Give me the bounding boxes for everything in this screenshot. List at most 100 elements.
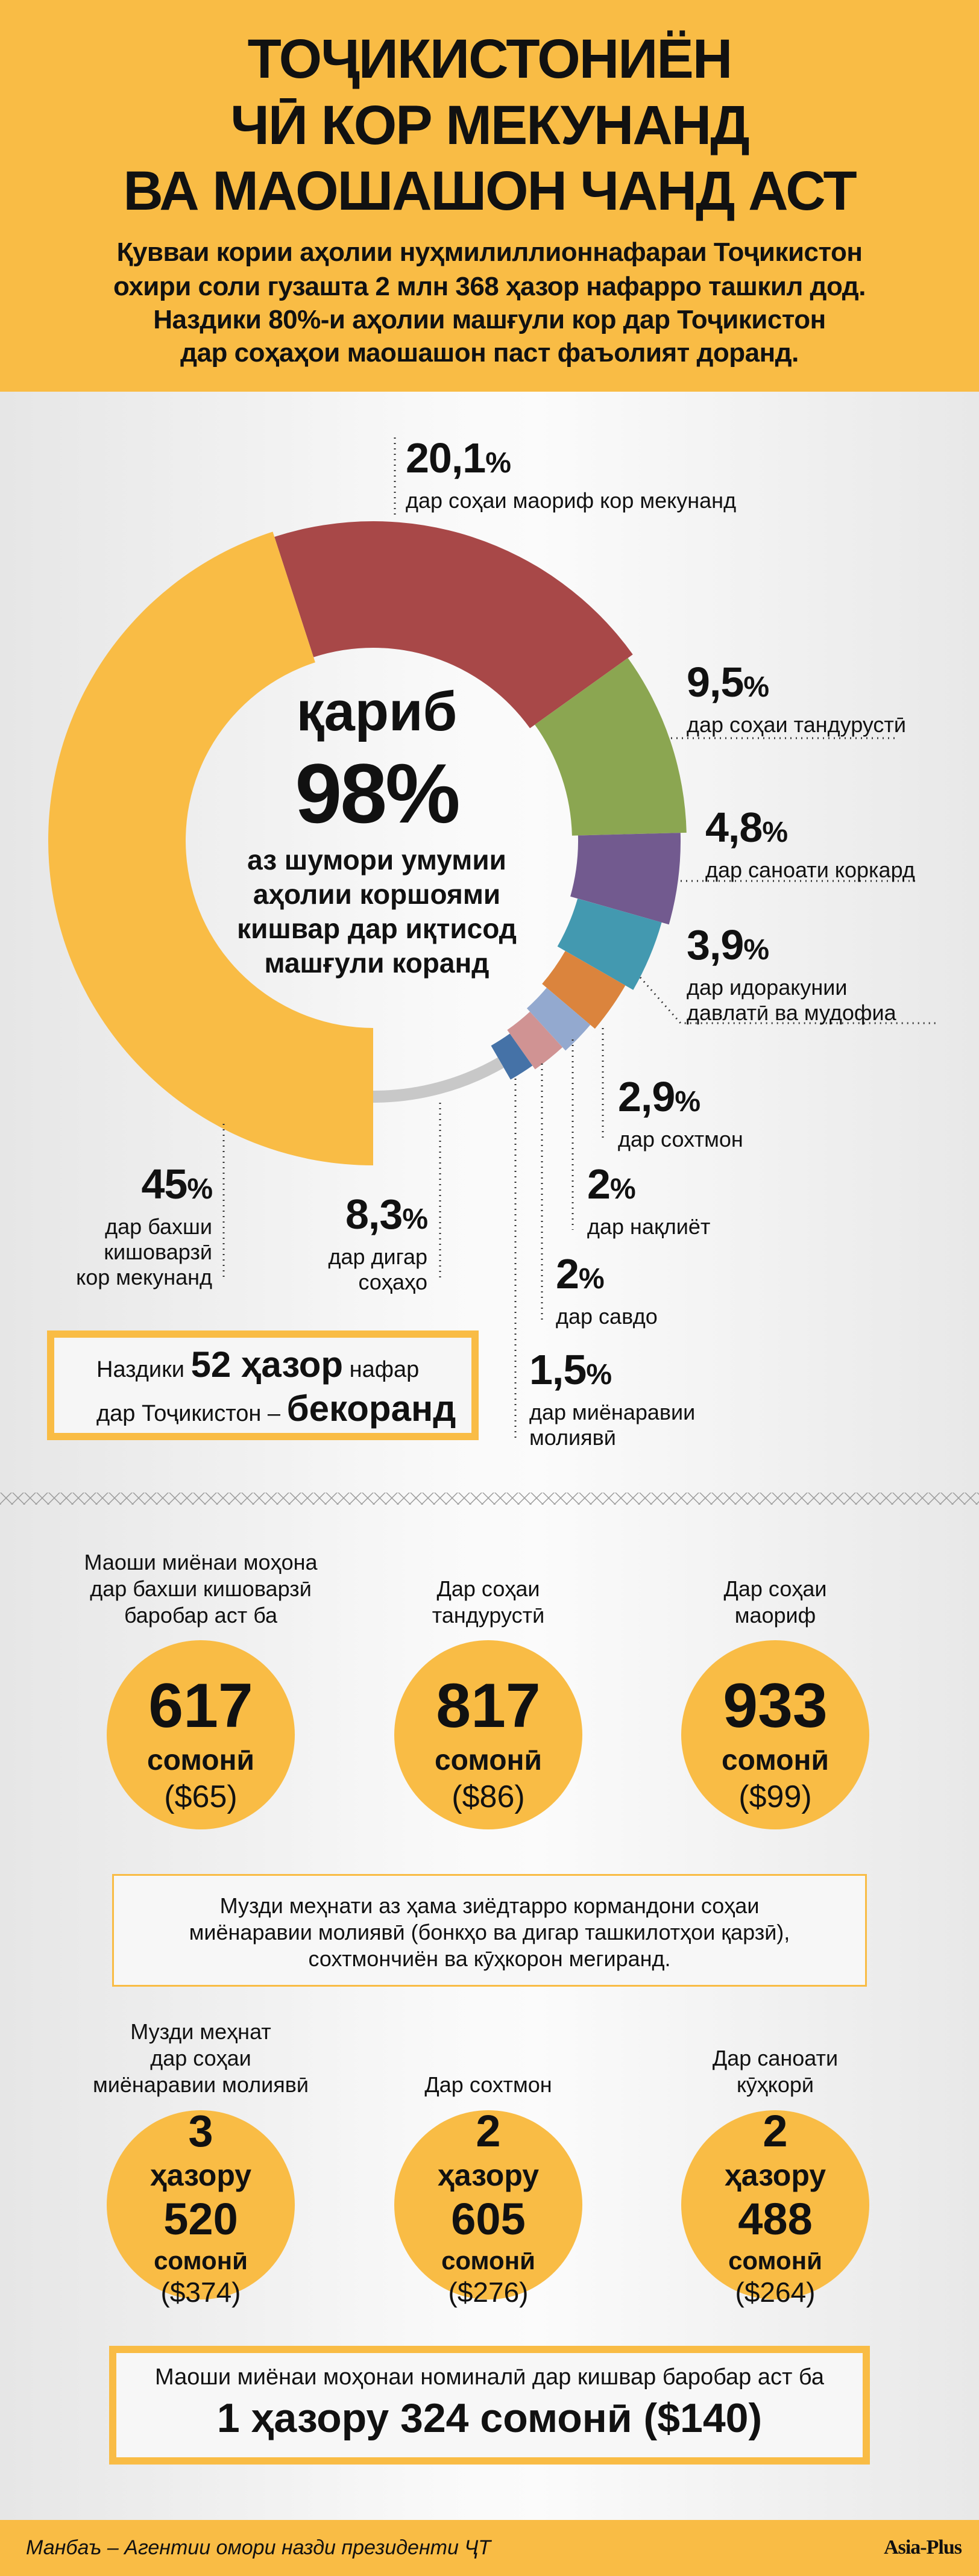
label-text: дар савдо	[556, 1304, 658, 1329]
label-text: дар дигар	[328, 1244, 427, 1269]
label-text: дар соҳаи маориф кор мекунанд	[406, 488, 737, 513]
title-line-3: ВА МАОШАШОН ЧАНД АСТ	[123, 160, 857, 222]
unemployed-count: 52 ҳазор	[190, 1344, 344, 1385]
wage-finance: Музди меҳнат дар соҳаи миёнаравии молияв…	[62, 2019, 339, 2308]
label-text: кор мекунанд	[76, 1265, 212, 1290]
wage-thousands: 2	[476, 2106, 501, 2156]
caption-line: маориф	[734, 1603, 816, 1628]
wage-circle: 933 сомонӣ ($99)	[681, 1640, 869, 1829]
title-line-2: ЧӢ КОР МЕКУНАНД	[230, 95, 750, 156]
unemployed-word: бекоранд	[286, 1388, 456, 1429]
wage-construction: Дар сохтмон 2 ҳазору 605 сомонӣ ($276)	[350, 2019, 627, 2308]
wage-thousands: 3	[188, 2106, 213, 2156]
wage-thousands: 2	[763, 2106, 788, 2156]
percent-sign: %	[586, 1359, 612, 1391]
subtitle-line-1: Қувваи кории аҳолии нуҳмилиллионнафараи …	[116, 237, 863, 267]
unemployed-callout: Наздики 52 ҳазор нафар дар Тоҷикистон – …	[47, 1330, 479, 1440]
percent-sign: %	[578, 1263, 605, 1295]
donut-center-prefix: қариб	[296, 681, 458, 742]
wage-currency: сомонӣ	[146, 1744, 255, 1776]
donut-slice-education	[274, 521, 633, 729]
percent-sign: %	[609, 1173, 636, 1205]
note-line: сохтмончиён ва кӯҳкорон мегиранд.	[308, 1946, 671, 1971]
wage-currency: сомонӣ	[434, 1744, 543, 1776]
label-text: кишоварзӣ	[104, 1239, 212, 1264]
label-text: дар идоракунии	[687, 975, 848, 1000]
pct-value: 2,9	[618, 1073, 675, 1120]
data-label-construction: 2,9% дар сохтмон	[618, 1072, 743, 1152]
donut-slice-health	[535, 658, 687, 836]
data-label-health: 9,5% дар соҳаи тандурустӣ	[687, 657, 906, 738]
caption-line: дар бахши кишоварзӣ	[90, 1576, 312, 1601]
text: дар Тоҷикистон –	[96, 1401, 281, 1426]
wage-currency: сомонӣ	[441, 2246, 535, 2275]
data-label-trade: 2% дар савдо	[556, 1249, 658, 1329]
wage-thousand-word: ҳазору	[150, 2158, 252, 2192]
label-text: соҳаҳо	[358, 1270, 427, 1294]
wage-usd: ($99)	[738, 1779, 812, 1814]
donut-center-line-3: кишвар дар иқтисод	[237, 913, 517, 944]
text: нафар	[349, 1357, 420, 1382]
data-label-transport: 2% дар нақлиёт	[587, 1159, 710, 1239]
data-label-agriculture: 45% дар бахши кишоварзӣ кор мекунанд	[76, 1159, 213, 1290]
label-text: дар сохтмон	[618, 1127, 743, 1152]
label-text: давлатӣ ва мудофиа	[687, 1000, 896, 1025]
percent-sign: %	[743, 671, 769, 703]
wage-thousand-word: ҳазору	[437, 2158, 540, 2192]
wage-amount: 605	[451, 2194, 526, 2244]
wage-education: Дар соҳаи маориф 933 сомонӣ ($99)	[637, 1549, 914, 1832]
footer: Манбаъ – Агентии омори назди президенти …	[0, 2520, 979, 2576]
caption-line: Дар сохтмон	[424, 2072, 552, 2097]
source-note: Манбаъ – Агентии омори назди президенти …	[26, 2536, 491, 2559]
wage-usd: ($65)	[164, 1779, 238, 1814]
text: Наздики	[96, 1357, 184, 1382]
caption-line: Дар соҳаи	[723, 1576, 827, 1601]
donut-center-line-4: машғули коранд	[264, 947, 490, 979]
wage-circle: 617 сомонӣ ($65)	[107, 1640, 295, 1829]
asia-plus-logo: Asia-Plus	[884, 2536, 962, 2559]
wage-circle: 817 сомонӣ ($86)	[394, 1640, 582, 1829]
wage-amount: 520	[163, 2194, 238, 2244]
wage-thousand-word: ҳазору	[724, 2158, 826, 2192]
data-label-other: 8,3% дар дигар соҳаҳо	[328, 1189, 428, 1295]
donut-center-line-2: аҳолии коршоями	[253, 879, 501, 910]
donut-center-value: 98%	[295, 746, 460, 841]
wage-usd: ($86)	[452, 1779, 525, 1814]
donut-slice-government	[557, 898, 662, 990]
percent-sign: %	[485, 447, 511, 479]
caption-line: тандурустӣ	[432, 1603, 545, 1628]
pct-value: 3,9	[687, 921, 744, 968]
pct-value: 9,5	[687, 659, 744, 706]
label-text: дар нақлиёт	[587, 1214, 711, 1239]
donut-slice-construction	[542, 951, 626, 1029]
donut-slice-agriculture	[48, 531, 373, 1165]
wage-amount: 617	[148, 1671, 253, 1741]
average-wage-value: 1 ҳазору 324 сомонӣ ($140)	[216, 2395, 763, 2441]
donut-center-line-1: аз шумори умумии	[247, 844, 506, 876]
note-line: миёнаравии молиявӣ (бонкҳо ва дигар ташк…	[189, 1920, 790, 1945]
wage-usd: ($264)	[735, 2277, 816, 2308]
pct-value: 2	[556, 1250, 579, 1297]
caption-line: Дар соҳаи	[436, 1576, 540, 1601]
pct-value: 8,3	[345, 1191, 403, 1238]
caption-line: Музди меҳнат	[130, 2019, 271, 2044]
wage-mining: Дар саноати кӯҳкорӣ 2 ҳазору 488 сомонӣ …	[637, 2019, 914, 2308]
wage-agriculture: Маоши миёнаи моҳона дар бахши кишоварзӣ …	[62, 1549, 339, 1832]
percent-sign: %	[743, 934, 769, 966]
wage-circle: 2 ҳазору 605 сомонӣ ($276)	[394, 2106, 582, 2308]
caption-line: дар соҳаи	[150, 2046, 251, 2070]
pct-value: 45	[141, 1161, 187, 1208]
average-wage-label: Маоши миёнаи моҳонаи номиналӣ дар кишвар…	[155, 2364, 824, 2390]
subtitle-line-4: дар соҳаҳои маошашон паст фаъолият доран…	[180, 338, 799, 368]
pct-value: 4,8	[705, 804, 763, 851]
unemployed-line-1: Наздики 52 ҳазор нафар	[96, 1344, 419, 1391]
percent-sign: %	[402, 1203, 428, 1235]
donut-slice-finance	[491, 1033, 533, 1080]
data-label-finance: 1,5% дар миёнаравии молиявӣ	[529, 1345, 695, 1450]
highest-wages-note: Музди меҳнати аз ҳама зиёдтарро кормандо…	[112, 1874, 867, 1987]
wage-usd: ($374)	[160, 2277, 241, 2308]
caption-line: миёнаравии молиявӣ	[93, 2072, 309, 2097]
label-text: дар соҳаи тандурустӣ	[687, 712, 907, 737]
pct-value: 1,5	[529, 1346, 587, 1393]
wage-usd: ($276)	[448, 2277, 529, 2308]
